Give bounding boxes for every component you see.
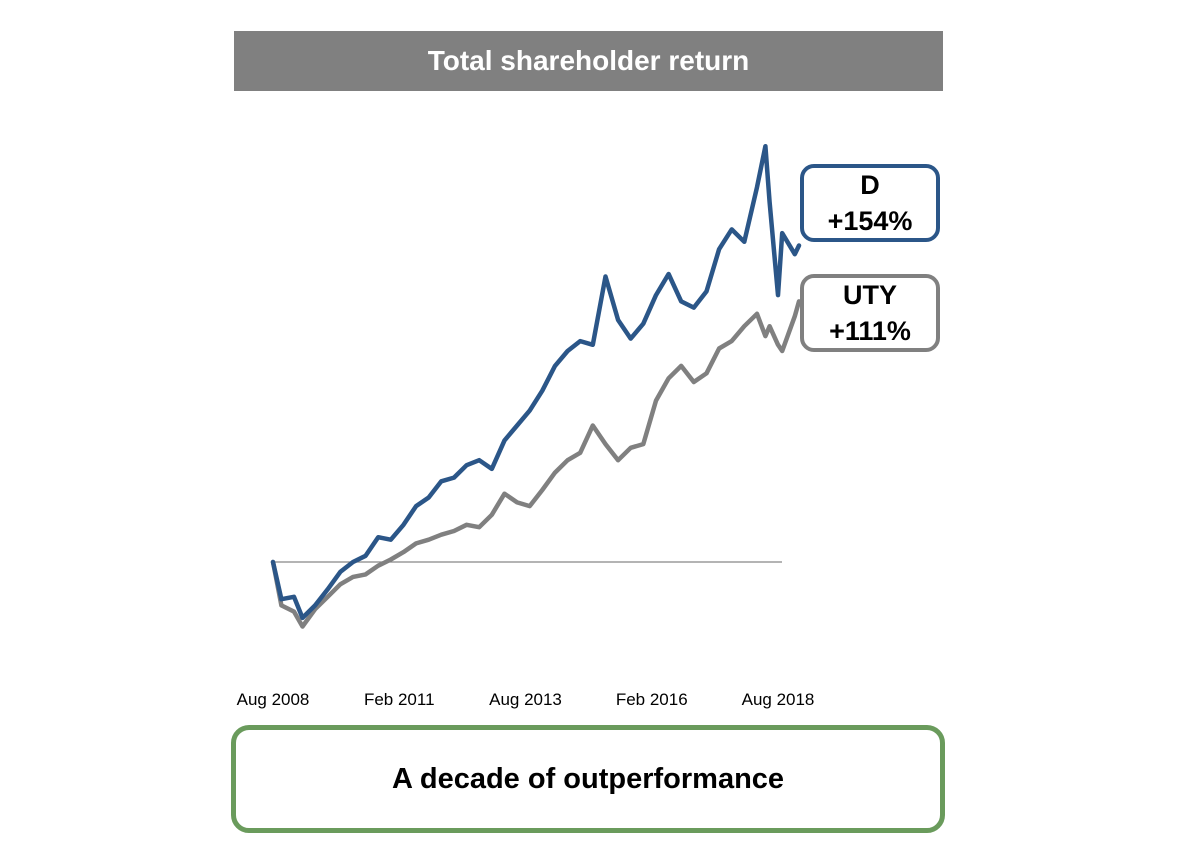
x-tick-label: Aug 2008 (236, 690, 310, 709)
x-tick-label: Feb 2011 (363, 690, 435, 709)
legend-d: D +154% (800, 164, 940, 242)
series-line-d (270, 143, 802, 621)
x-tick-label: Feb 2016 (615, 690, 688, 709)
legend-d-name: D (860, 170, 880, 200)
legend-d-value: +154% (827, 206, 913, 236)
legend-uty-name: UTY (843, 280, 897, 310)
legend-uty-value: +111% (829, 316, 911, 346)
x-tick-label: Aug 2018 (741, 690, 815, 709)
legend-uty: UTY +111% (800, 274, 940, 352)
callout-box: A decade of outperformance (231, 725, 945, 833)
chart-title: Total shareholder return (234, 31, 943, 91)
x-tick-label: Aug 2013 (489, 690, 562, 709)
callout-text: A decade of outperformance (391, 762, 785, 795)
series-line-uty (270, 299, 802, 629)
